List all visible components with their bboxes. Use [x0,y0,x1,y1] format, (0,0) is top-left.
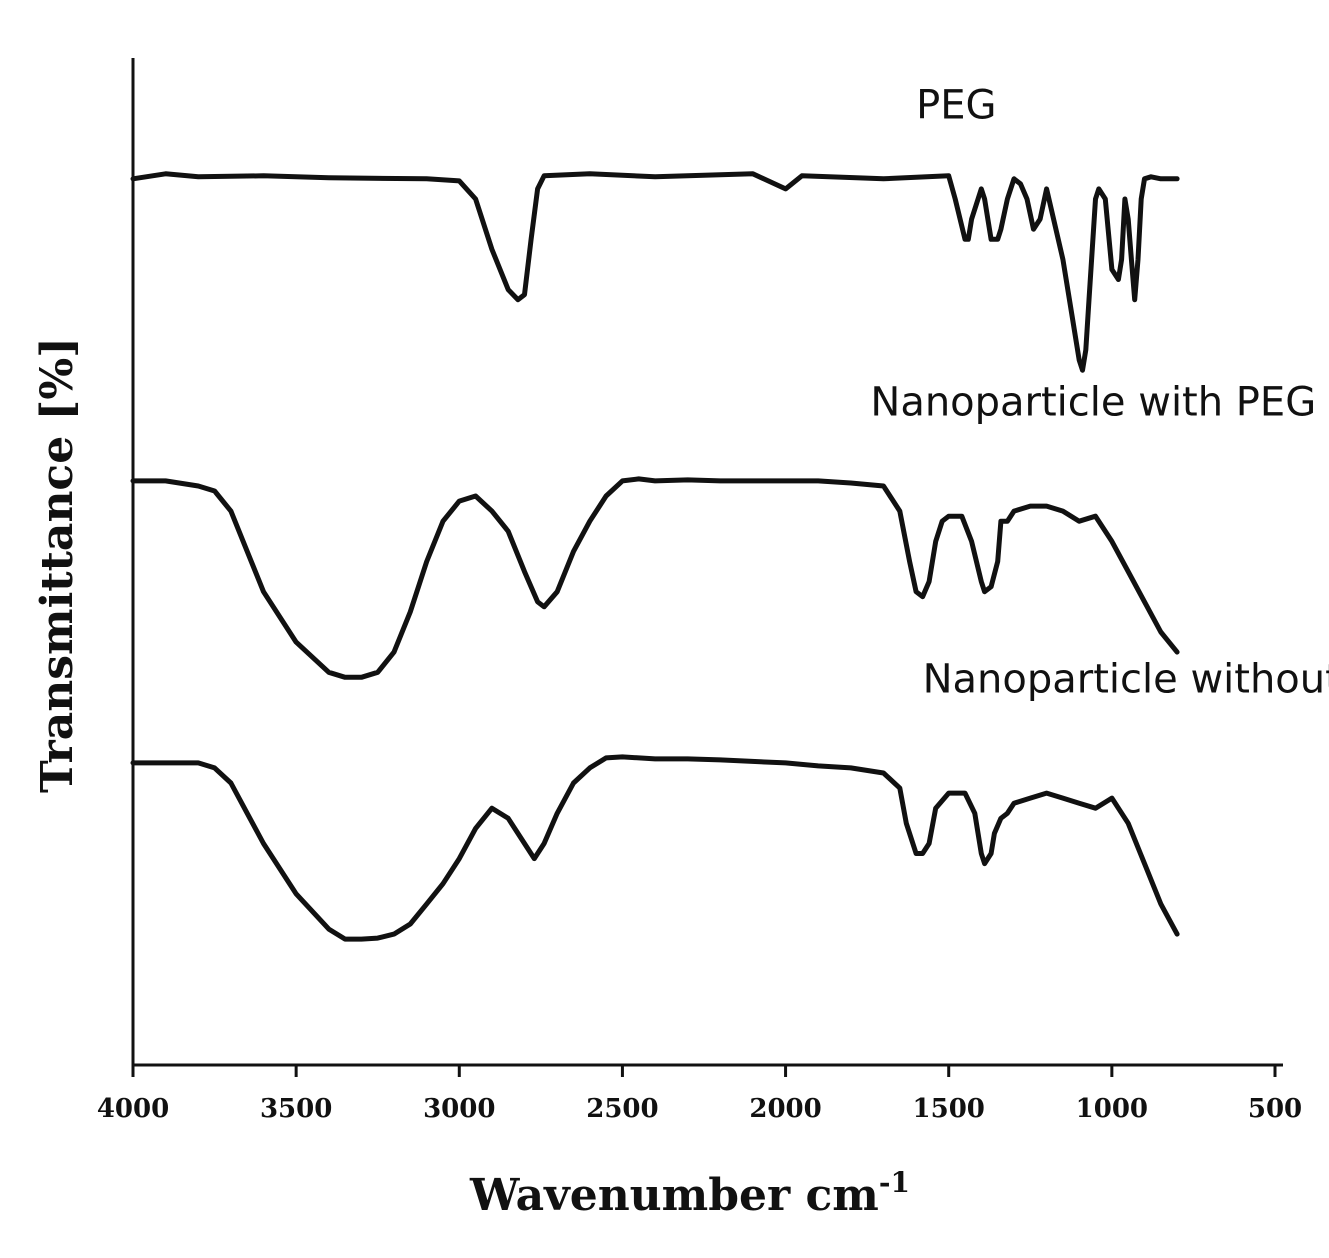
x-tick-label-2500: 2500 [586,1094,658,1124]
series-lines [130,171,1180,942]
series-line-nanoparticle-without-peg [130,754,1180,942]
x-tick-label-500: 500 [1248,1094,1302,1124]
x-tick-labels: 4000 3500 3000 2500 2000 1500 1000 500 [97,1094,1302,1124]
series-line-peg [130,171,1180,373]
x-tick-label-4000: 4000 [97,1094,169,1124]
x-tick-label-3500: 3500 [260,1094,332,1124]
y-axis-title: Transmittance [%] [32,337,83,793]
x-tick-label-3000: 3000 [423,1094,495,1124]
x-tick-label-1500: 1500 [913,1094,985,1124]
series-label-peg: PEG [916,82,996,128]
series-label-nanoparticle-without-peg: Nanoparticle without PEG [923,656,1329,702]
series-label-nanoparticle-with-peg: Nanoparticle with PEG [870,379,1316,425]
x-axis-title: Wavenumber cm-1 [469,1166,910,1221]
x-tick-marks [131,1065,1277,1077]
x-tick-label-1000: 1000 [1076,1094,1148,1124]
x-axis-title-superscript: -1 [879,1166,910,1199]
x-tick-label-2000: 2000 [749,1094,821,1124]
x-axis-title-text: Wavenumber cm [469,1170,879,1221]
series-line-nanoparticle-with-peg [130,476,1180,680]
